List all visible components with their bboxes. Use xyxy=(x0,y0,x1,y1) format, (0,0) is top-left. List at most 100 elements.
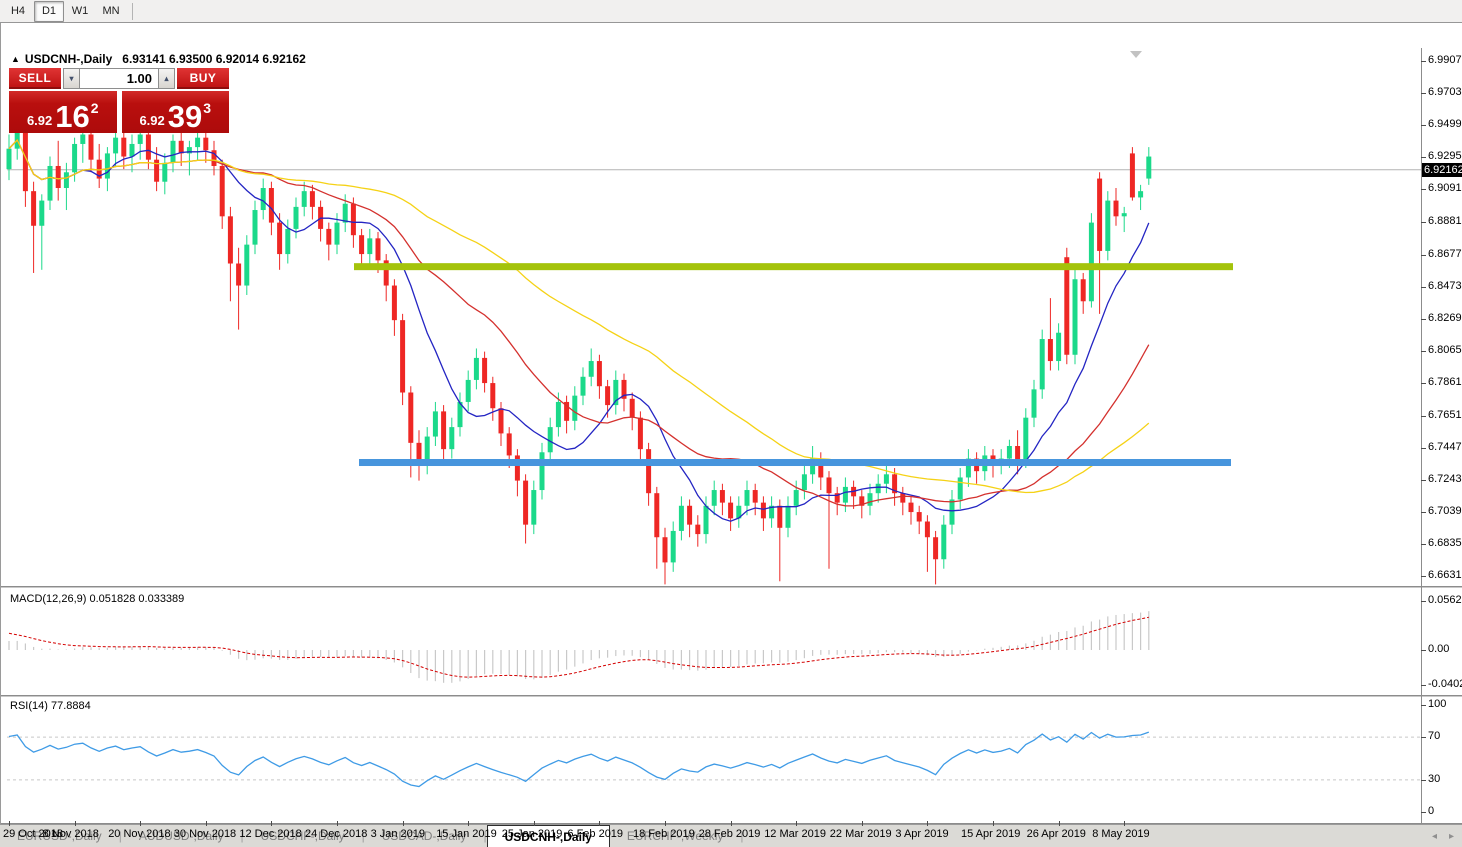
chart-tab-usdcad[interactable]: USDCAD-,Daily xyxy=(381,829,467,843)
ask-price-major: 6.92 xyxy=(139,113,165,128)
date-axis-label: 15 Jan 2019 xyxy=(436,828,497,840)
resistance-line xyxy=(354,263,1233,271)
price-axis-tickmark xyxy=(1421,189,1426,191)
price-axis-label: 6.99070 xyxy=(1428,54,1462,67)
ask-price-point: 3 xyxy=(203,100,212,116)
ask-quote-box[interactable]: 6.92 39 3 xyxy=(121,91,229,134)
price-axis-tickmark xyxy=(1421,448,1426,450)
chart-window[interactable]: ▲ USDCNH-,Daily 6.93141 6.93500 6.92014 6.… xyxy=(0,23,1462,840)
chart-shift-marker-icon xyxy=(1130,51,1142,58)
chart-tab-usdchf[interactable]: USDCHF-,Daily xyxy=(260,829,345,843)
chart-tab-usdcnh[interactable]: USDCNH-,Daily xyxy=(486,825,610,847)
timeframe-toolbar: H4 D1 W1 MN xyxy=(0,0,1462,23)
chart-title-symbol: USDCNH-,Daily xyxy=(24,52,113,66)
price-axis-label: 6.86770 xyxy=(1428,247,1462,260)
tab-separator: | xyxy=(361,829,365,843)
rsi-label: RSI(14) 77.8884 xyxy=(10,700,91,712)
price-axis-label: 6.82690 xyxy=(1428,311,1462,324)
macd-label: MACD(12,26,9) 0.051828 0.033389 xyxy=(10,593,185,605)
tab-separator: | xyxy=(740,829,744,843)
date-axis-tickmark xyxy=(1058,821,1060,826)
macd-pane-splitter[interactable] xyxy=(1,586,1462,588)
date-axis-label: 3 Apr 2019 xyxy=(895,828,949,840)
rsi-axis-tickmark xyxy=(1421,812,1426,813)
price-axis-tickmark xyxy=(1421,350,1426,352)
candles-group xyxy=(6,125,1152,585)
price-axis-label: 6.70390 xyxy=(1428,505,1462,518)
bid-price-major: 6.92 xyxy=(26,113,53,128)
volume-increase-icon[interactable]: ▴ xyxy=(158,68,175,89)
price-axis-label: 6.80650 xyxy=(1428,343,1462,356)
sell-button[interactable]: SELL xyxy=(9,68,61,89)
price-axis-tickmark xyxy=(1421,576,1426,578)
price-axis-tickmark xyxy=(1421,544,1426,546)
rsi-pane-splitter[interactable] xyxy=(1,695,1462,697)
date-axis-tickmark xyxy=(468,821,470,826)
date-axis-tickmark xyxy=(205,821,207,826)
timeframe-button-mn[interactable]: MN xyxy=(102,5,120,17)
tab-scroll-buttons: ◂ ▸ xyxy=(1432,825,1454,847)
tab-separator: | xyxy=(118,829,122,843)
ask-price-pips: 39 xyxy=(167,98,203,134)
price-axis-tickmark xyxy=(1421,286,1426,288)
tab-separator: | xyxy=(240,829,244,843)
date-axis-tickmark xyxy=(271,821,273,826)
macd-histogram xyxy=(8,611,1150,683)
date-axis-tickmark xyxy=(665,821,666,826)
date-axis-tickmark xyxy=(730,821,732,826)
rsi-pane-canvas[interactable] xyxy=(1,697,1421,821)
collapse-panel-icon[interactable]: ▲ xyxy=(11,54,20,64)
date-axis-label: 12 Mar 2019 xyxy=(764,828,826,840)
price-axis-label: 6.97030 xyxy=(1428,86,1462,99)
bid-price-pips: 16 xyxy=(55,98,90,134)
rsi-axis-tickmark xyxy=(1421,705,1426,706)
timeframe-button-d1[interactable]: D1 xyxy=(34,0,64,22)
price-axis-label: 6.90910 xyxy=(1428,182,1462,195)
price-axis-label: 6.78610 xyxy=(1428,375,1462,388)
toolbar-separator xyxy=(132,2,133,20)
tab-scroll-left-icon[interactable]: ◂ xyxy=(1431,830,1437,842)
price-axis-tickmark xyxy=(1421,512,1426,514)
date-axis-tickmark xyxy=(1124,821,1126,826)
date-axis-label: 3 Jan 2019 xyxy=(370,828,426,840)
timeframe-button-h4[interactable]: H4 xyxy=(10,5,26,17)
rsi-line xyxy=(8,731,1150,788)
date-axis-label: 20 Nov 2018 xyxy=(108,828,171,840)
price-axis-tickmark xyxy=(1421,222,1426,224)
rsi-axis-label: 0 xyxy=(1428,805,1435,817)
date-axis-label: 8 Nov 2018 xyxy=(42,828,99,840)
volume-input[interactable]: 1.00 xyxy=(80,68,158,89)
price-axis-tickmark xyxy=(1421,480,1426,482)
date-axis-label: 22 Mar 2019 xyxy=(829,828,892,840)
timeframe-button-w1[interactable]: W1 xyxy=(71,5,89,17)
date-axis-tickmark xyxy=(599,821,601,826)
date-axis-tickmark xyxy=(9,821,10,826)
buy-button[interactable]: BUY xyxy=(177,68,229,89)
bid-quote-box[interactable]: 6.92 16 2 xyxy=(9,91,117,133)
date-axis-label: 28 Feb 2019 xyxy=(698,828,761,840)
price-chart-canvas[interactable] xyxy=(1,48,1421,586)
price-axis-label: 6.92950 xyxy=(1428,150,1462,163)
volume-stepper: ▾ 1.00 ▴ xyxy=(63,68,175,89)
price-axis-label: 6.74470 xyxy=(1428,441,1462,454)
macd-pane-canvas[interactable] xyxy=(1,589,1421,694)
rsi-axis-label: 70 xyxy=(1428,730,1441,743)
macd-axis-label: 0.056211 xyxy=(1428,594,1462,607)
date-axis-tickmark xyxy=(861,821,863,826)
chart-tab-audusd[interactable]: AUDUSD-,Daily xyxy=(138,829,224,843)
chart-tab-eurchf[interactable]: EURCHF-,Weekly xyxy=(626,829,724,843)
tab-scroll-right-icon[interactable]: ▸ xyxy=(1448,830,1454,842)
ma-medium-line xyxy=(8,138,1150,507)
macd-axis-tickmark xyxy=(1421,684,1426,686)
rsi-axis-label: 100 xyxy=(1428,698,1447,710)
ma-fast-line xyxy=(8,138,1150,522)
date-axis-label: 26 Apr 2019 xyxy=(1026,828,1086,840)
volume-decrease-icon[interactable]: ▾ xyxy=(63,68,80,89)
price-axis-tickmark xyxy=(1421,157,1426,159)
price-axis-label: 6.88810 xyxy=(1428,215,1462,228)
current-price-badge: 6.92162 xyxy=(1422,162,1462,177)
tab-separator: | xyxy=(483,829,487,843)
chart-tab-eurusd[interactable]: EURUSD-,Daily xyxy=(17,829,102,843)
